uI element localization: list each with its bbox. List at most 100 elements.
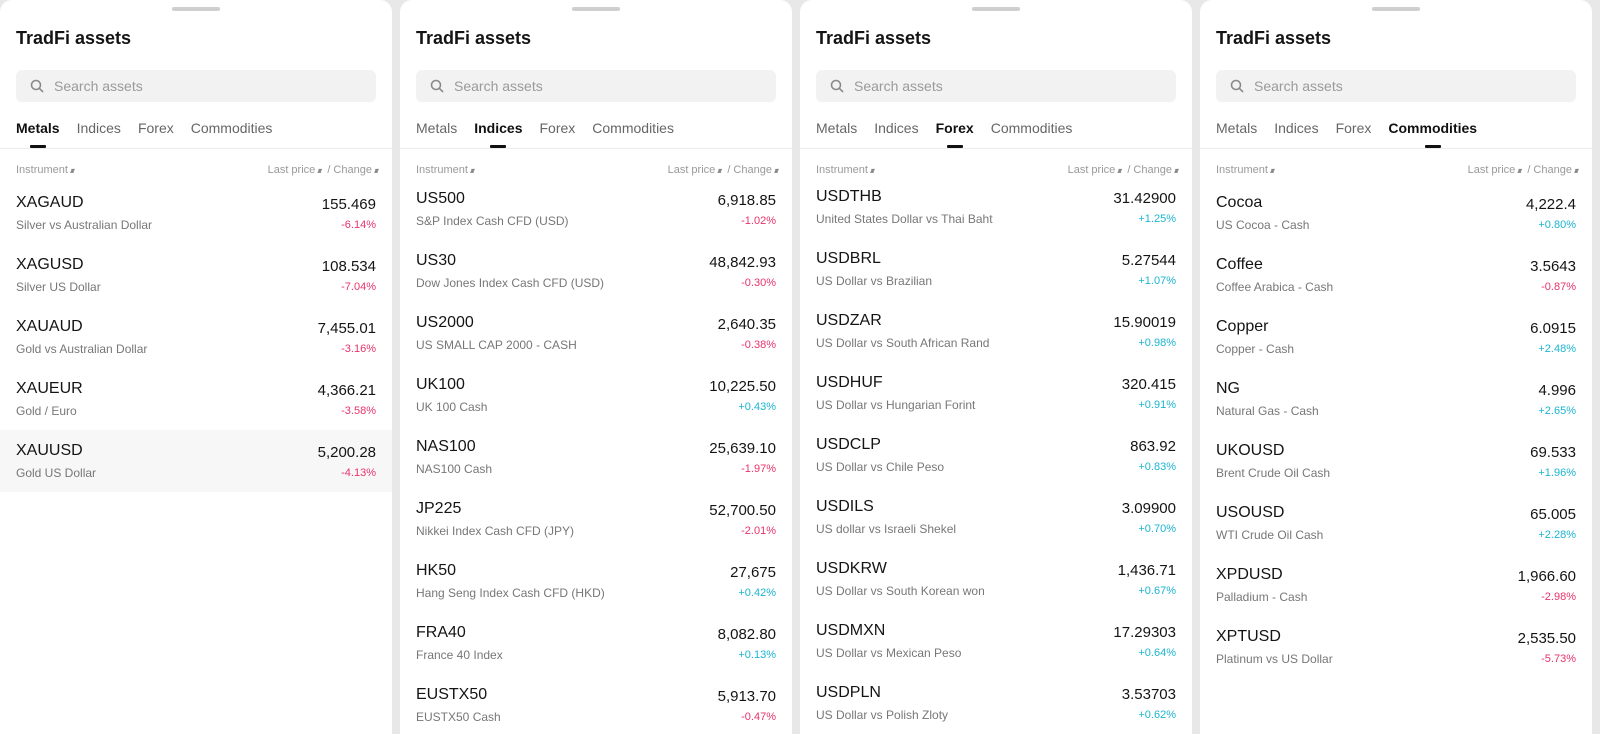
- asset-row[interactable]: US30 Dow Jones Index Cash CFD (USD) 48,842…: [400, 240, 792, 302]
- asset-row[interactable]: EUSTX50 EUSTX50 Cash 5,913.70 -0.47%: [400, 674, 792, 734]
- asset-row[interactable]: USDTHB United States Dollar vs Thai Baht 3…: [800, 176, 1192, 238]
- price-change: -0.38%: [741, 339, 776, 351]
- asset-row[interactable]: XPTUSD Platinum vs US Dollar 2,535.50 -5.73…: [1200, 616, 1592, 678]
- asset-row[interactable]: UK100 UK 100 Cash 10,225.50 +0.43%: [400, 364, 792, 426]
- asset-row[interactable]: XAUUSD Gold US Dollar 5,200.28 -4.13%: [0, 430, 392, 492]
- price-change: -0.87%: [1541, 281, 1576, 293]
- asset-symbol: USOUSD: [1216, 504, 1285, 521]
- asset-list: US500 S&P Index Cash CFD (USD) 6,918.85 -1.…: [400, 178, 792, 734]
- tab-forex[interactable]: Forex: [936, 120, 974, 148]
- sort-icon: ▴▾: [773, 166, 779, 175]
- search-input[interactable]: [854, 78, 1154, 94]
- change-column-label: / Change: [1527, 164, 1572, 176]
- drag-handle[interactable]: [572, 7, 620, 11]
- asset-symbol: Copper: [1216, 318, 1269, 335]
- search-bar[interactable]: [16, 70, 376, 102]
- asset-row[interactable]: XAUAUD Gold vs Australian Dollar 7,455.01 -…: [0, 306, 392, 368]
- category-tabs: Metals Indices Forex Commodities: [16, 120, 272, 148]
- asset-row[interactable]: US500 S&P Index Cash CFD (USD) 6,918.85 -1.…: [400, 178, 792, 240]
- instrument-sort-header[interactable]: Instrument ▴▾: [16, 164, 75, 176]
- tab-metals[interactable]: Metals: [16, 120, 60, 148]
- asset-row[interactable]: USDCLP US Dollar vs Chile Peso 863.92 +0.83…: [800, 424, 1192, 486]
- asset-row[interactable]: Copper Copper - Cash 6.0915 +2.48%: [1200, 306, 1592, 368]
- tab-metals[interactable]: Metals: [416, 120, 458, 136]
- asset-row[interactable]: USDHUF US Dollar vs Hungarian Forint 320.4…: [800, 362, 1192, 424]
- sort-icon: ▴▾: [317, 166, 322, 175]
- asset-symbol: XAUUSD: [16, 442, 83, 459]
- asset-row[interactable]: JP225 Nikkei Index Cash CFD (JPY) 52,700.5…: [400, 488, 792, 550]
- search-input[interactable]: [54, 78, 354, 94]
- asset-row[interactable]: USOUSD WTI Crude Oil Cash 65.005 +2.28%: [1200, 492, 1592, 554]
- category-tabs: Metals Indices Forex Commodities: [416, 120, 674, 148]
- change-column-label: / Change: [727, 164, 772, 176]
- price-change: -4.13%: [341, 467, 376, 479]
- tab-forex[interactable]: Forex: [539, 120, 576, 136]
- asset-panel-indices: TradFi assets Metals Indices Forex Commoditi…: [400, 0, 792, 734]
- search-input[interactable]: [1254, 78, 1554, 94]
- price-change: +0.43%: [738, 401, 776, 413]
- price-change-sort-header[interactable]: Last price ▴▾ / Change ▴▾: [268, 164, 379, 176]
- instrument-sort-header[interactable]: Instrument ▴▾: [416, 164, 475, 176]
- last-price: 5,200.28: [317, 444, 376, 461]
- asset-row[interactable]: Coffee Coffee Arabica - Cash 3.5643 -0.87%: [1200, 244, 1592, 306]
- asset-symbol: NG: [1216, 380, 1240, 397]
- tab-commodities[interactable]: Commodities: [1388, 120, 1477, 148]
- price-change: +2.48%: [1538, 343, 1576, 355]
- asset-row[interactable]: Cocoa US Cocoa - Cash 4,222.4 +0.80%: [1200, 182, 1592, 244]
- asset-row[interactable]: US2000 US SMALL CAP 2000 - CASH 2,640.35 -0…: [400, 302, 792, 364]
- asset-row[interactable]: USDILS US dollar vs Israeli Shekel 3.09900…: [800, 486, 1192, 548]
- asset-row[interactable]: XAGUSD Silver US Dollar 108.534 -7.04%: [0, 244, 392, 306]
- tab-forex[interactable]: Forex: [137, 120, 174, 136]
- tab-metals[interactable]: Metals: [816, 120, 858, 136]
- tab-indices[interactable]: Indices: [474, 120, 522, 148]
- asset-row[interactable]: NG Natural Gas - Cash 4.996 +2.65%: [1200, 368, 1592, 430]
- drag-handle[interactable]: [172, 7, 220, 11]
- drag-handle[interactable]: [972, 7, 1020, 11]
- tab-indices[interactable]: Indices: [76, 120, 121, 136]
- asset-name: NAS100 Cash: [416, 462, 493, 476]
- page-title: TradFi assets: [16, 28, 132, 48]
- tab-indices[interactable]: Indices: [874, 120, 919, 136]
- asset-row[interactable]: USDKRW US Dollar vs South Korean won 1,436…: [800, 548, 1192, 610]
- sort-icon: ▴▾: [869, 166, 875, 175]
- drag-handle[interactable]: [1372, 7, 1420, 11]
- search-bar[interactable]: [816, 70, 1176, 102]
- tab-indices[interactable]: Indices: [1274, 120, 1319, 136]
- asset-row[interactable]: USDBRL US Dollar vs Brazilian 5.27544 +1.07…: [800, 238, 1192, 300]
- search-input[interactable]: [454, 78, 754, 94]
- asset-row[interactable]: UKOUSD Brent Crude Oil Cash 69.533 +1.96%: [1200, 430, 1592, 492]
- price-change-sort-header[interactable]: Last price ▴▾ / Change ▴▾: [668, 164, 779, 176]
- last-price-column-label: Last price: [1467, 164, 1516, 176]
- asset-row[interactable]: USDMXN US Dollar vs Mexican Peso 17.29303 +…: [800, 610, 1192, 672]
- tab-metals[interactable]: Metals: [1216, 120, 1258, 136]
- instrument-column-label: Instrument: [16, 164, 68, 176]
- asset-row[interactable]: XAUEUR Gold / Euro 4,366.21 -3.58%: [0, 368, 392, 430]
- asset-name: US Dollar vs South African Rand: [816, 336, 990, 350]
- search-bar[interactable]: [1216, 70, 1576, 102]
- tab-commodities[interactable]: Commodities: [990, 120, 1073, 136]
- asset-name: Copper - Cash: [1216, 342, 1295, 356]
- instrument-sort-header[interactable]: Instrument ▴▾: [1216, 164, 1275, 176]
- search-bar[interactable]: [416, 70, 776, 102]
- asset-name: US SMALL CAP 2000 - CASH: [416, 338, 577, 352]
- asset-row[interactable]: FRA40 France 40 Index 8,082.80 +0.13%: [400, 612, 792, 674]
- asset-row[interactable]: USDPLN US Dollar vs Polish Zloty 3.53703 +0…: [800, 672, 1192, 734]
- asset-row[interactable]: USDZAR US Dollar vs South African Rand 15.…: [800, 300, 1192, 362]
- asset-symbol: XAUEUR: [16, 380, 83, 397]
- asset-row[interactable]: XAGAUD Silver vs Australian Dollar 155.469…: [0, 182, 392, 244]
- sort-icon: ▴▾: [69, 166, 75, 175]
- asset-symbol: USDPLN: [816, 684, 881, 701]
- instrument-sort-header[interactable]: Instrument ▴▾: [816, 164, 875, 176]
- tab-commodities[interactable]: Commodities: [190, 120, 273, 136]
- asset-row[interactable]: NAS100 NAS100 Cash 25,639.10 -1.97%: [400, 426, 792, 488]
- asset-name: Natural Gas - Cash: [1216, 404, 1319, 418]
- asset-row[interactable]: XPDUSD Palladium - Cash 1,966.60 -2.98%: [1200, 554, 1592, 616]
- tab-forex[interactable]: Forex: [1335, 120, 1372, 136]
- asset-row[interactable]: HK50 Hang Seng Index Cash CFD (HKD) 27,675…: [400, 550, 792, 612]
- tab-commodities[interactable]: Commodities: [592, 120, 674, 136]
- price-change: +1.07%: [1138, 275, 1176, 287]
- page-title: TradFi assets: [416, 28, 532, 48]
- price-change-sort-header[interactable]: Last price ▴▾ / Change ▴▾: [1068, 164, 1179, 176]
- asset-list: Cocoa US Cocoa - Cash 4,222.4 +0.80% Coffee C…: [1200, 182, 1592, 678]
- price-change-sort-header[interactable]: Last price ▴▾ / Change ▴▾: [1467, 164, 1579, 176]
